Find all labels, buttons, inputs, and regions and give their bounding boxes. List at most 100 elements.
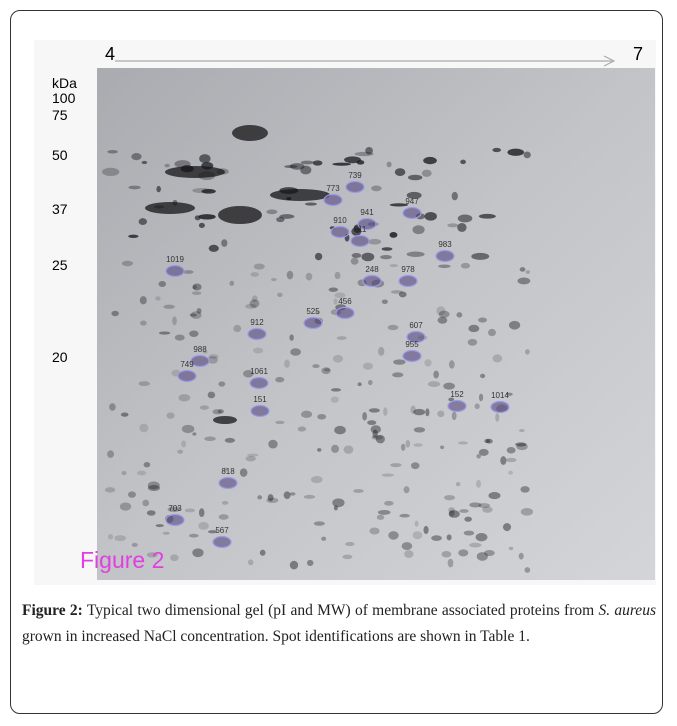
gel-blob — [492, 354, 503, 363]
gel-blob — [333, 298, 338, 305]
mw-label: kDa — [52, 75, 77, 91]
gel-blob — [380, 254, 392, 260]
gel-blob — [145, 202, 195, 214]
gel-blob — [332, 162, 352, 166]
gel-blob — [482, 506, 493, 513]
gel-blob — [469, 502, 482, 508]
gel-blob — [109, 403, 116, 411]
gel-blob — [310, 476, 323, 484]
gel-blob — [404, 550, 414, 558]
gel-blob — [252, 347, 264, 354]
gel-blob — [523, 151, 531, 159]
gel-blob — [172, 316, 177, 326]
spot-label: 248 — [365, 265, 379, 274]
spot-label: 525 — [306, 307, 320, 316]
gel-blob — [300, 160, 314, 165]
gel-blob — [247, 453, 259, 457]
gel-blob — [332, 354, 344, 363]
spot-label: 983 — [438, 240, 452, 249]
gel-blob — [250, 272, 260, 277]
arrow-head — [603, 55, 616, 67]
spot-label: 456 — [338, 297, 352, 306]
gel-blob — [344, 156, 362, 164]
gel-blob — [198, 222, 205, 228]
spot-label: 818 — [221, 467, 235, 476]
spot-circle — [398, 274, 418, 288]
gel-blob — [460, 159, 466, 165]
gel-blob — [232, 125, 268, 141]
gel-blob — [218, 206, 262, 224]
gel-blob — [468, 324, 480, 333]
gel-blob — [217, 409, 224, 414]
gel-blob — [356, 160, 365, 165]
gel-blob — [455, 482, 461, 487]
gel-blob — [313, 521, 325, 526]
gel-blob — [495, 413, 500, 422]
gel-blob — [300, 165, 312, 175]
gel-blob — [221, 501, 229, 505]
gel-blob — [147, 484, 161, 491]
gel-blob — [303, 494, 316, 499]
spot-label: 703 — [168, 504, 182, 513]
gel-blob — [267, 494, 274, 502]
gel-blob — [515, 442, 527, 447]
gel-blob — [328, 287, 338, 292]
gel-blob — [138, 381, 150, 387]
spot-label: 749 — [180, 360, 194, 369]
ph-start: 4 — [105, 44, 115, 64]
gel-blob — [457, 214, 473, 223]
gel-blob — [410, 405, 416, 414]
spot-label: 941 — [360, 208, 374, 217]
spot-circle — [402, 349, 422, 363]
gel-blob — [518, 552, 524, 560]
gel-blob — [266, 497, 279, 504]
gel-blob — [183, 270, 194, 274]
gel-blob — [198, 521, 209, 530]
gel-blob — [390, 463, 402, 468]
spot-circle — [357, 217, 377, 231]
gel-blob — [438, 310, 450, 318]
gel-blob — [431, 535, 442, 541]
gel-blob — [524, 567, 531, 573]
gel-blob — [351, 252, 362, 258]
gel-blob — [421, 169, 432, 177]
gel-blob — [386, 161, 392, 168]
mw-label: 100 — [52, 90, 76, 106]
gel-blob — [289, 560, 299, 570]
gel-blob — [174, 334, 185, 341]
gel-blob — [500, 456, 507, 465]
gel-blob — [362, 362, 373, 370]
gel-blob — [279, 214, 295, 219]
spot-label: 152 — [450, 390, 464, 399]
gel-blob — [312, 364, 320, 369]
gel-blob — [384, 500, 394, 506]
gel-blob — [201, 188, 216, 194]
gel-blob — [286, 270, 294, 280]
gel-blob — [192, 432, 197, 436]
gel-blob — [166, 412, 175, 419]
gel-blob — [333, 505, 338, 511]
gel-blob — [449, 360, 455, 369]
spot-circle — [447, 399, 467, 413]
gel-blob — [368, 238, 382, 245]
gel-blob — [508, 546, 514, 551]
gel-blob — [424, 212, 437, 221]
gel-blob — [107, 450, 115, 458]
gel-blob — [376, 514, 385, 520]
gel-blob — [381, 247, 393, 251]
gel-blob — [277, 292, 283, 297]
gel-blob — [423, 525, 429, 535]
gel-blob — [508, 320, 521, 330]
gel-blob — [448, 507, 456, 514]
gel — [97, 68, 655, 580]
gel-blob — [221, 239, 228, 247]
gel-blob — [317, 413, 327, 420]
gel-blob — [405, 439, 411, 448]
gel-blob — [290, 348, 301, 356]
gel-blob — [443, 382, 455, 390]
gel-blob — [147, 481, 160, 490]
gel-blob — [446, 534, 452, 541]
gel-blob — [284, 165, 298, 169]
gel-blob — [469, 542, 482, 548]
